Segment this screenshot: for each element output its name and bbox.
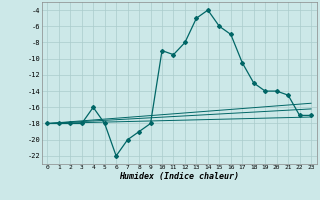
X-axis label: Humidex (Indice chaleur): Humidex (Indice chaleur)	[119, 172, 239, 181]
